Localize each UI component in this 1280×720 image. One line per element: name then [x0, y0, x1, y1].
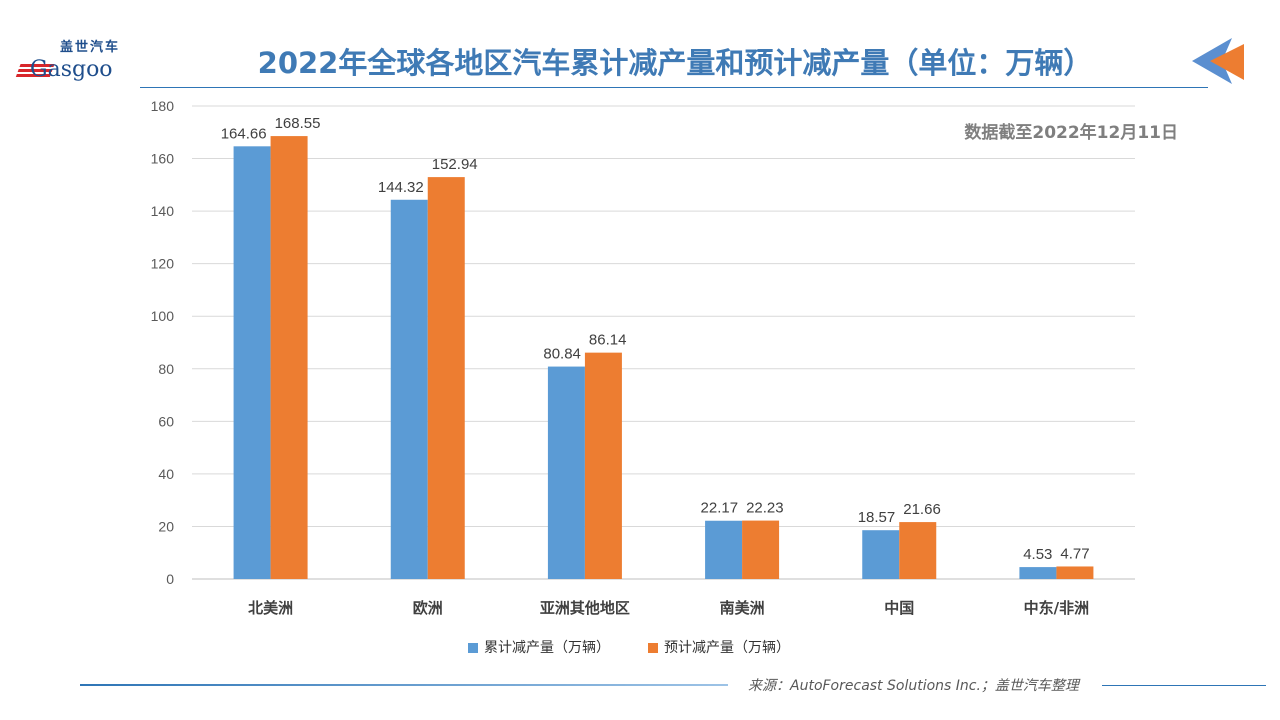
bar — [270, 136, 308, 579]
y-tick-label: 40 — [158, 466, 174, 482]
data-label: 86.14 — [589, 332, 627, 349]
page-title: 2022年全球各地区汽车累计减产量和预计减产量（单位：万辆） — [257, 46, 1093, 80]
source-note: 来源：AutoForecast Solutions Inc.；盖世汽车整理 — [748, 678, 1079, 694]
bar — [584, 352, 622, 579]
logo-cn: 盖世汽车 — [60, 40, 121, 55]
legend: 累计减产量（万辆） 预计减产量（万辆） — [468, 637, 790, 657]
footer-line-left — [80, 684, 728, 686]
data-label: 22.17 — [701, 500, 739, 517]
x-tick-label: 南美洲 — [720, 599, 765, 617]
data-label: 152.94 — [432, 156, 478, 173]
title-divider — [140, 87, 1208, 88]
legend-item-forecast: 预计减产量（万辆） — [648, 637, 790, 657]
x-tick-label: 北美洲 — [248, 599, 293, 617]
x-tick-label: 亚洲其他地区 — [540, 599, 630, 617]
x-tick-label: 中东/非洲 — [1024, 599, 1089, 617]
footer-line-right — [1102, 685, 1266, 686]
bar — [862, 530, 900, 579]
logo-en: Gasgoo — [30, 57, 113, 82]
bar — [899, 522, 937, 579]
gasgoo-logo: 盖世汽车 Gasgoo — [15, 40, 130, 96]
data-label: 168.55 — [275, 115, 321, 132]
y-tick-label: 100 — [151, 308, 175, 324]
bar — [1019, 567, 1057, 579]
y-tick-label: 120 — [151, 256, 175, 272]
data-label: 21.66 — [903, 501, 941, 518]
y-tick-label: 80 — [158, 361, 174, 377]
bar — [233, 146, 271, 579]
bar — [427, 177, 465, 579]
y-tick-label: 160 — [151, 151, 175, 167]
y-tick-label: 180 — [151, 98, 175, 114]
bar — [1056, 566, 1094, 579]
y-tick-label: 0 — [166, 571, 174, 587]
bar — [705, 520, 743, 579]
y-tick-label: 20 — [158, 518, 174, 534]
data-label: 80.84 — [543, 346, 581, 363]
y-tick-label: 140 — [151, 203, 175, 219]
data-label: 22.23 — [746, 500, 784, 517]
x-tick-label: 欧洲 — [413, 599, 443, 617]
data-label: 164.66 — [221, 125, 267, 142]
y-tick-label: 60 — [158, 413, 174, 429]
data-date-note: 数据截至2022年12月11日 — [964, 123, 1178, 143]
bar — [742, 520, 780, 579]
data-label: 4.77 — [1060, 545, 1089, 562]
arrow-icon — [1192, 38, 1244, 84]
data-label: 144.32 — [378, 179, 424, 196]
x-tick-label: 中国 — [884, 599, 914, 617]
bar — [547, 366, 585, 579]
data-label: 4.53 — [1023, 546, 1052, 563]
data-label: 18.57 — [858, 509, 896, 526]
legend-item-cumulative: 累计减产量（万辆） — [468, 637, 610, 657]
bar — [390, 199, 428, 580]
